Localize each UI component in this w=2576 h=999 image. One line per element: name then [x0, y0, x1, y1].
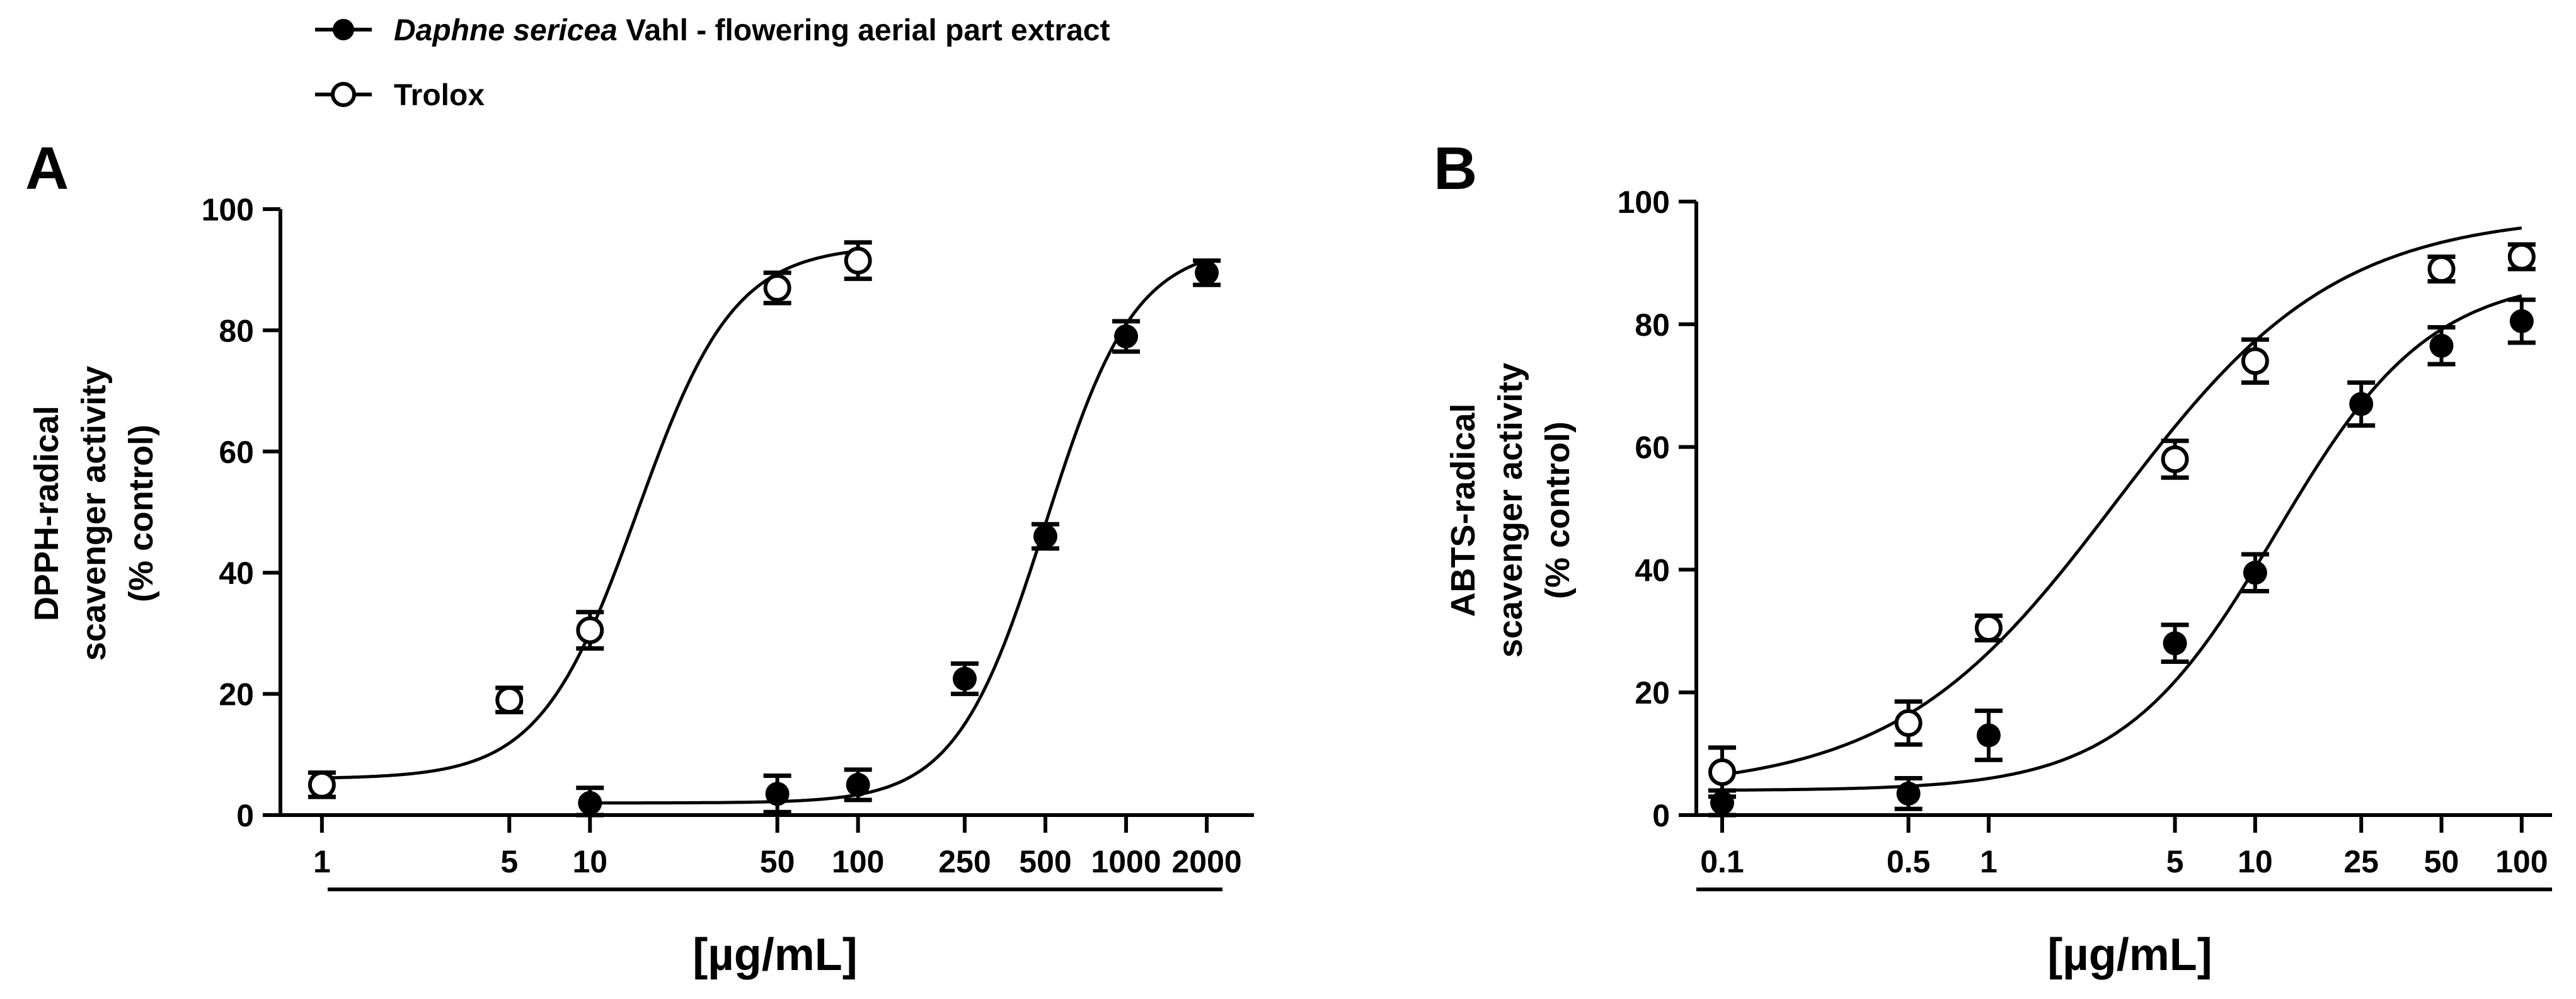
- panel-a-point-trolox: [763, 274, 791, 302]
- legend-marker-open-icon: [331, 82, 356, 107]
- legend-label-extract-italic: Daphne sericea: [394, 14, 618, 47]
- panel-a-point-extract: [846, 772, 870, 797]
- panel-a-x-axis-title: [µg/mL]: [693, 930, 857, 980]
- panel-b-y-tick-label: 40: [1635, 552, 1670, 588]
- panel-a-x-tick-label: 1000: [1091, 844, 1161, 879]
- legend-item-extract: Daphne sericea Vahl - flowering aerial p…: [315, 14, 1110, 47]
- panel-a-point-trolox: [844, 246, 872, 275]
- panel-b-point-extract: [2349, 392, 2374, 416]
- panel-a-x-tick-label: 250: [938, 844, 991, 879]
- panel-a-point-extract: [1195, 261, 1219, 285]
- panel-b-y-axis-title-line: scavenger activity: [1492, 363, 1529, 658]
- panel-b-point-extract: [2243, 561, 2267, 585]
- panel-a: A DPPH-radical scavenger activity (% contr…: [25, 135, 1254, 980]
- panel-a-point-trolox: [576, 616, 604, 644]
- panel-a-y-axis-title-line: DPPH-radical: [28, 406, 66, 621]
- panel-b-y-ticks: 0 20 40 60 80 100: [1618, 185, 1696, 833]
- panel-a-point-trolox: [495, 686, 524, 714]
- panel-b-x-tick-label: 50: [2424, 844, 2459, 879]
- panel-a-x-tick-label: 1: [313, 844, 331, 879]
- panel-b-y-tick-label: 100: [1618, 185, 1670, 220]
- panel-a-x-tick-label: 100: [832, 844, 884, 879]
- panel-a-y-tick-label: 0: [236, 798, 254, 833]
- panel-b-point-trolox: [2427, 255, 2456, 283]
- panel-a-y-tick-label: 20: [219, 677, 254, 712]
- panel-b-point-extract: [2163, 631, 2187, 656]
- panel-a-x-tick-label: 50: [760, 844, 795, 879]
- panel-b-point-extract: [2429, 333, 2454, 358]
- panel-b-point-trolox: [1708, 758, 1736, 786]
- panel-a-x-tick-label: 10: [572, 844, 607, 879]
- panel-b-x-tick-label: 10: [2238, 844, 2273, 879]
- panel-a-letter: A: [25, 135, 69, 202]
- panel-a-fit-curve-extract: [590, 258, 1207, 805]
- panel-b-x-tick-label: 0.5: [1887, 844, 1931, 879]
- panel-b-point-trolox: [2507, 243, 2536, 271]
- panel-a-fit-curves: [321, 249, 1207, 805]
- panel-b-y-axis-title-line: (% control): [1539, 421, 1577, 599]
- panel-b-letter: B: [1434, 135, 1477, 202]
- panel-b-x-ticks: 0.1 0.5 1 5 10 25 50 100: [1696, 813, 2552, 879]
- panel-a-point-trolox: [308, 770, 336, 799]
- panel-b-point-trolox: [2241, 347, 2269, 375]
- panel-b-point-trolox: [2161, 445, 2189, 474]
- legend-label-extract-rest: Vahl - flowering aerial part extract: [618, 14, 1110, 47]
- panel-b-points: [1708, 242, 2536, 818]
- panel-a-points: [308, 240, 1221, 818]
- panel-a-point-extract: [1114, 324, 1139, 349]
- panel-b-y-tick-label: 20: [1635, 675, 1670, 711]
- panel-a-x-tick-label: 5: [500, 844, 518, 879]
- panel-a-point-extract: [952, 666, 977, 691]
- legend-marker-filled-icon: [333, 19, 354, 40]
- panel-b-x-axis-title: [µg/mL]: [2047, 930, 2212, 980]
- panel-b-point-extract: [1976, 723, 2001, 748]
- panel-b-x-tick-label: 5: [2166, 844, 2184, 879]
- panel-b-point-trolox: [1974, 614, 2003, 642]
- panel-b-y-tick-label: 60: [1635, 430, 1670, 465]
- panel-b-y-axis-title-line: ABTS-radical: [1444, 403, 1482, 617]
- panel-a-x-tick-label: 500: [1019, 844, 1071, 879]
- panel-b-fit-curve-extract: [1722, 294, 2522, 792]
- panel-a-x-tick-label: 2000: [1171, 844, 1241, 879]
- panel-b-x-tick-label: 0.1: [1700, 844, 1744, 879]
- panel-b: B ABTS-radical scavenger activity (% contr…: [1434, 135, 2552, 980]
- panel-b-point-trolox: [1894, 709, 1923, 737]
- legend-label-extract: Daphne sericea Vahl - flowering aerial p…: [394, 14, 1110, 47]
- panel-a-y-tick-label: 60: [219, 435, 254, 470]
- panel-b-fit-curves: [1722, 226, 2522, 792]
- panel-b-point-extract: [1896, 781, 1921, 806]
- panel-a-y-axis-title-line: scavenger activity: [75, 366, 113, 661]
- panel-a-y-axis-title: DPPH-radical scavenger activity (% control…: [28, 366, 160, 661]
- panel-b-y-tick-label: 80: [1635, 307, 1670, 343]
- panel-a-y-tick-label: 100: [202, 192, 254, 227]
- panel-a-fit-curve-trolox: [321, 249, 859, 780]
- panel-a-y-axis-title-line: (% control): [122, 425, 160, 602]
- panel-a-point-extract: [765, 782, 790, 806]
- legend: Daphne sericea Vahl - flowering aerial p…: [315, 14, 1110, 112]
- panel-a-point-extract: [578, 791, 602, 815]
- legend-label-trolox: Trolox: [394, 79, 485, 112]
- panel-b-point-extract: [2509, 309, 2534, 333]
- panel-a-y-ticks: 0 20 40 60 80 100: [202, 192, 280, 833]
- panel-b-x-tick-label: 1: [1980, 844, 1998, 879]
- panel-a-x-ticks: 1 5 10 50 100 250 500 1000 2000: [280, 813, 1254, 879]
- panel-a-point-extract: [1033, 524, 1057, 549]
- panel-b-y-tick-label: 0: [1652, 798, 1670, 833]
- panel-b-x-tick-label: 100: [2495, 844, 2548, 879]
- panel-a-y-tick-label: 40: [219, 556, 254, 591]
- legend-item-trolox: Trolox: [315, 79, 485, 112]
- panel-a-y-tick-label: 80: [219, 313, 254, 348]
- panel-b-x-tick-label: 25: [2343, 844, 2379, 879]
- panel-b-y-axis-title: ABTS-radical scavenger activity (% control…: [1444, 363, 1577, 658]
- panel-b-fit-curve-trolox: [1722, 226, 2522, 777]
